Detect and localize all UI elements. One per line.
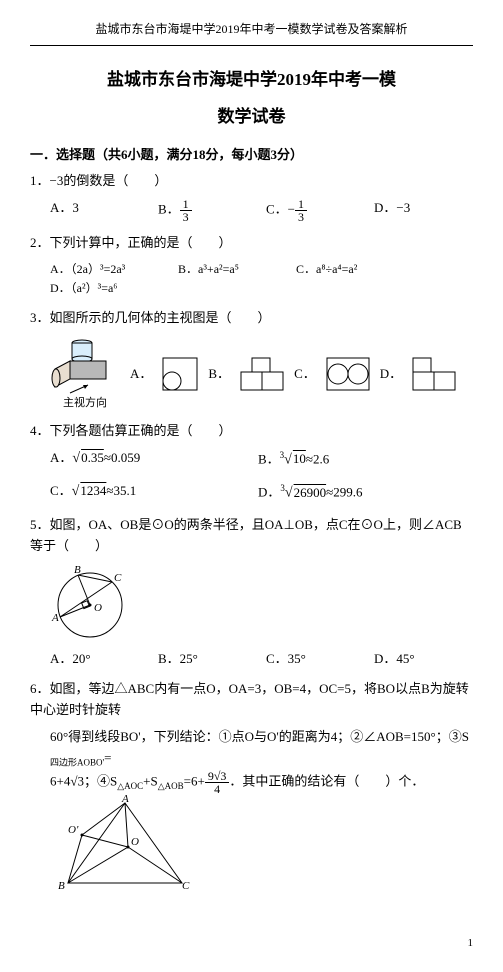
q6-figure: A B C O O' [50, 795, 473, 905]
svg-text:B: B [58, 880, 65, 892]
q4-opt-b: B．3√10≈2.6 [258, 448, 329, 472]
q1-opt-b: B．13 [158, 198, 238, 223]
q1-opt-d: D．−3 [374, 198, 410, 223]
q4-opt-a: A．√0.35≈0.059 [50, 448, 230, 472]
q1-options: A．3 B．13 C．−13 D．−3 [50, 198, 473, 223]
q4-d-pre: D． [258, 485, 280, 500]
q6-l3num: 9√3 [205, 770, 230, 783]
svg-text:A: A [51, 612, 59, 624]
q5-opt-d: D．45° [374, 649, 415, 670]
page-number: 1 [30, 935, 473, 953]
q3-opt-a-figure [162, 357, 198, 391]
q4-b-tail: ≈2.6 [306, 451, 329, 466]
section-1-heading: 一．选择题（共6小题，满分18分，每小题3分） [30, 145, 473, 166]
q6-line3: 6+4√3；④S△AOC+S△AOB=6+9√34．其中正确的结论有（ ）个． [50, 770, 473, 795]
q1-opt-a: A．3 [50, 198, 130, 223]
q2-opt-b: B．a³+a²=a⁵ [178, 260, 268, 279]
q3-opt-b-figure [240, 357, 284, 391]
q1-c-den: 3 [295, 211, 307, 223]
running-header: 盐城市东台市海堤中学2019年中考一模数学试卷及答案解析 [30, 20, 473, 39]
q3-opt-c-label: C． [294, 364, 316, 385]
q6-sub1: 四边形AOBO' [50, 757, 104, 767]
q5-opt-b: B．25° [158, 649, 238, 670]
q3-view-label: 主视方向 [50, 395, 120, 413]
q4-opt-c: C．√1234≈35.1 [50, 481, 230, 505]
q4-b-body: 10 [292, 451, 306, 466]
svg-text:C: C [182, 880, 190, 892]
q2-text: 2．下列计算中，正确的是（ ） [30, 233, 473, 254]
q5-opt-c: C．35° [266, 649, 346, 670]
q6-sub2: △AOC [117, 781, 143, 791]
q1-c-pre: C．− [266, 202, 295, 217]
q4-text: 4．下列各题估算正确的是（ ） [30, 421, 473, 442]
q6-l2b: = [104, 750, 111, 765]
q3-opt-d-figure [412, 357, 456, 391]
q6-l3b: +S [143, 773, 158, 788]
q2-options: A．（2a）³=2a³ B．a³+a²=a⁵ C．a⁸÷a⁴=a² D．（a²）… [50, 260, 473, 298]
q4-a-tail: ≈0.059 [104, 450, 140, 465]
divider [30, 45, 473, 46]
q5-opt-a: A．20° [50, 649, 130, 670]
q1-b-pre: B． [158, 202, 180, 217]
q1-b-den: 3 [180, 211, 192, 223]
q3-text: 3．如图所示的几何体的主视图是（ ） [30, 308, 473, 329]
q4-d-tail: ≈299.6 [326, 485, 362, 500]
q3-opt-d-label: D． [380, 364, 402, 385]
q6-line1: 6．如图，等边△ABC内有一点O，OA=3，OB=4，OC=5，将BO以点B为旋… [30, 679, 473, 721]
q1-text: 1．−3的倒数是（ ） [30, 171, 473, 192]
svg-text:O': O' [68, 824, 79, 836]
q3-figure-row: 主视方向 A． B． C． D． [50, 335, 473, 413]
q4-a-body: 0.35 [80, 450, 104, 465]
q4-d-body: 26900 [293, 485, 327, 500]
q5-figure: O A B C [50, 563, 473, 643]
q6-l3a: 6+4√3；④S [50, 773, 117, 788]
q2-opt-a: A．（2a）³=2a³ [50, 260, 150, 279]
q4-a-pre: A． [50, 450, 72, 465]
svg-text:B: B [74, 564, 81, 576]
q2-opt-d: D．（a²）³=a⁶ [50, 279, 117, 298]
svg-text:O: O [131, 836, 139, 848]
q4-options-row2: C．√1234≈35.1 D．3√26900≈299.6 [50, 481, 473, 505]
title-line-1: 盐城市东台市海堤中学2019年中考一模 [30, 66, 473, 93]
q6-l2a: 60°得到线段BO'，下列结论：①点O与O'的距离为4；②∠AOB=150°；③… [50, 729, 469, 744]
q6-line2: 60°得到线段BO'，下列结论：①点O与O'的距离为4；②∠AOB=150°；③… [50, 727, 473, 770]
q3-opt-a-label: A． [130, 364, 152, 385]
q3-opt-c-figure [326, 357, 370, 391]
q4-opt-d: D．3√26900≈299.6 [258, 481, 362, 505]
q1-opt-c: C．−13 [266, 198, 346, 223]
q4-c-pre: C． [50, 483, 72, 498]
q6-l3den: 4 [205, 783, 230, 795]
svg-text:O: O [94, 602, 102, 614]
q2-opt-c: C．a⁸÷a⁴=a² [296, 260, 386, 279]
q4-c-tail: ≈35.1 [106, 483, 136, 498]
q4-c-body: 1234 [79, 483, 106, 498]
svg-text:C: C [114, 572, 122, 584]
q4-b-pre: B． [258, 451, 280, 466]
q3-solid-figure: 主视方向 [50, 335, 120, 413]
title-line-2: 数学试卷 [30, 103, 473, 130]
q5-options: A．20° B．25° C．35° D．45° [50, 649, 473, 670]
q6-l3d: ．其中正确的结论有（ ）个． [229, 773, 424, 788]
q6-sub3: △AOB [158, 781, 184, 791]
q6-l3c: =6+ [184, 773, 205, 788]
q3-opt-b-label: B． [208, 364, 230, 385]
q5-text: 5．如图，OA、OB是⊙O的两条半径，且OA⊥OB，点C在⊙O上，则∠ACB等于… [30, 515, 473, 557]
q4-options-row1: A．√0.35≈0.059 B．3√10≈2.6 [50, 448, 473, 472]
